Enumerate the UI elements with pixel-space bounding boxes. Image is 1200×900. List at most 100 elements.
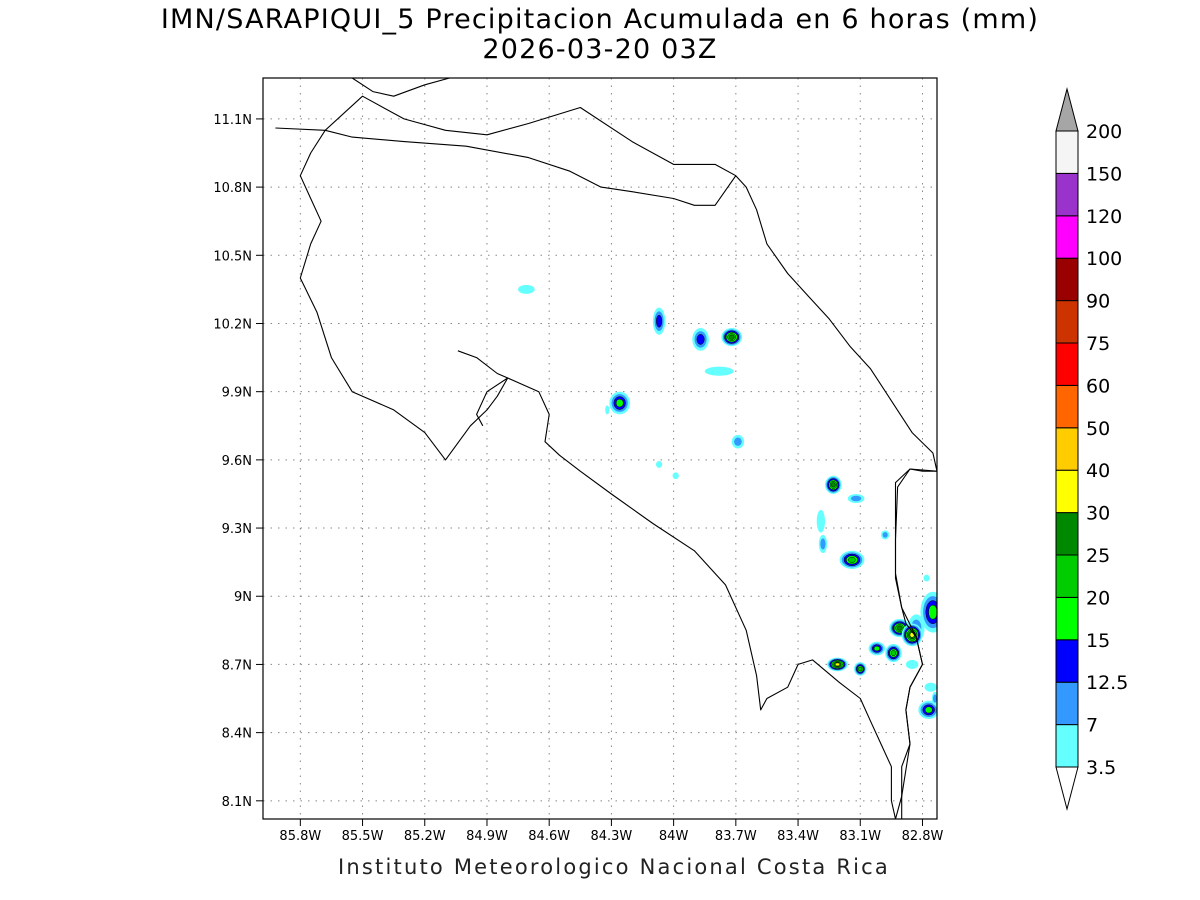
- colorbar-level-label: 90: [1086, 291, 1110, 313]
- precip-cell: [881, 530, 890, 540]
- precip-contour-level-1: [851, 495, 862, 502]
- colorbar-swatch: [1055, 215, 1079, 259]
- costa-rica-coastline: [275, 127, 937, 819]
- colorbar-swatch: [1055, 427, 1079, 471]
- x-tick-label: 85.5W: [342, 829, 384, 844]
- precip-contour-level-2: [656, 314, 663, 328]
- colorbar-swatch: [1055, 639, 1079, 683]
- precip-contour-level-1: [734, 437, 742, 446]
- precip-contour-level-1: [933, 694, 937, 703]
- colorbar-level-label: 20: [1086, 587, 1110, 609]
- credit-footer: Instituto Meteorologico Nacional Costa R…: [338, 855, 890, 879]
- precip-cell: [652, 307, 666, 335]
- x-tick-label: 84W: [659, 829, 689, 844]
- precip-cell: [918, 700, 937, 719]
- colorbar-level-label: 3.5: [1086, 757, 1116, 779]
- precip-contour-level-3: [615, 398, 624, 408]
- y-tick-label: 8.4N: [222, 727, 252, 742]
- colorbar-level-label: 40: [1086, 460, 1110, 482]
- colorbar-swatch: [1055, 469, 1079, 514]
- precip-cell: [731, 434, 745, 449]
- precip-cell: [692, 328, 709, 351]
- precip-cell: [885, 643, 902, 663]
- colorbar-level-label: 150: [1086, 163, 1122, 185]
- precip-cell: [721, 328, 743, 347]
- gulf-of-nicoya-shore: [457, 350, 509, 427]
- precip-contour-level-0: [923, 574, 930, 582]
- colorbar-swatch: [1055, 512, 1079, 556]
- precip-contour-level-2: [696, 334, 705, 345]
- colorbar-over-arrow: [1055, 87, 1079, 132]
- x-tick-label: 85.2W: [404, 829, 446, 844]
- x-tick-label: 83.4W: [777, 829, 819, 844]
- precip-cell: [868, 641, 886, 656]
- precip-contour-level-0: [905, 659, 919, 669]
- x-tick-label: 84.9W: [466, 829, 508, 844]
- colorbar-swatch: [1055, 172, 1079, 217]
- precip-contour-level-0: [672, 472, 679, 480]
- precip-cell: [931, 691, 937, 706]
- colorbar-level-label: 120: [1086, 206, 1122, 228]
- x-tick-label: 85.8W: [279, 829, 321, 844]
- colorbar-swatch: [1055, 724, 1079, 768]
- x-tick-label: 82.8W: [902, 829, 944, 844]
- precip-contour-level-5: [831, 482, 836, 488]
- coastline-borders: [275, 78, 937, 819]
- precip-cell: [609, 391, 631, 415]
- precip-cell: [901, 623, 923, 647]
- precip-contour-level-3: [873, 645, 880, 652]
- precip-cell: [905, 659, 919, 669]
- colorbar-level-label: 75: [1086, 333, 1110, 355]
- colorbar-level-label: 30: [1086, 503, 1110, 525]
- precip-cell: [518, 284, 535, 294]
- colorbar-swatch: [1055, 300, 1079, 344]
- y-tick-label: 9.6N: [222, 454, 252, 469]
- colorbar-swatch: [1055, 681, 1079, 726]
- colorbar-swatch: [1055, 342, 1079, 386]
- map-axes: 85.8W 85.5W 85.2W 84.9W 84.6W 84.3W 84W 83.7W 83…: [213, 113, 943, 844]
- precip-cell: [816, 509, 826, 533]
- colorbar-swatch: [1055, 130, 1079, 174]
- y-tick-label: 9.9N: [222, 386, 252, 401]
- precip-contour-level-5: [728, 334, 735, 340]
- map-frame: [262, 77, 938, 820]
- precip-contour-level-0: [655, 461, 663, 468]
- precip-cell: [704, 366, 734, 376]
- nicaragua-border: [324, 95, 737, 177]
- y-tick-label: 10.8N: [213, 181, 252, 196]
- precip-contour-level-1: [882, 532, 888, 538]
- precip-cell: [818, 534, 828, 554]
- colorbar-level-label: 50: [1086, 418, 1110, 440]
- map-subtitle-valid-time: 2026-03-20 03Z: [482, 34, 718, 65]
- y-tick-label: 8.7N: [222, 658, 252, 673]
- colorbar-level-label: 15: [1086, 630, 1110, 652]
- precip-cell: [655, 461, 663, 468]
- colorbar-swatch: [1055, 384, 1079, 429]
- precip-cell: [854, 662, 867, 676]
- map-title: IMN/SARAPIQUI_5 Precipitacion Acumulada …: [160, 4, 1040, 35]
- colorbar-level-label: 60: [1086, 375, 1110, 397]
- x-tick-label: 84.6W: [528, 829, 570, 844]
- precip-contour-level-3: [924, 706, 933, 714]
- precip-cell: [924, 682, 937, 692]
- x-tick-label: 83.1W: [839, 829, 881, 844]
- precip-cell: [825, 475, 842, 494]
- precip-contour-level-3: [928, 604, 937, 620]
- precip-cell: [847, 493, 865, 504]
- precip-cell: [923, 574, 930, 582]
- precip-contour-level-6: [835, 662, 840, 667]
- y-tick-label: 9.3N: [222, 522, 252, 537]
- colorbar-swatch: [1055, 596, 1079, 641]
- precip-contour-level-5: [896, 625, 903, 631]
- y-tick-label: 9N: [234, 590, 252, 605]
- precip-contour-level-0: [924, 682, 937, 692]
- precip-contour-level-0: [816, 509, 826, 533]
- y-tick-label: 10.2N: [213, 317, 252, 332]
- colorbar-level-label: 7: [1086, 715, 1098, 737]
- y-tick-label: 8.1N: [222, 795, 252, 810]
- y-tick-label: 10.5N: [213, 249, 252, 264]
- x-tick-label: 84.3W: [590, 829, 632, 844]
- precip-contour-level-0: [605, 405, 610, 415]
